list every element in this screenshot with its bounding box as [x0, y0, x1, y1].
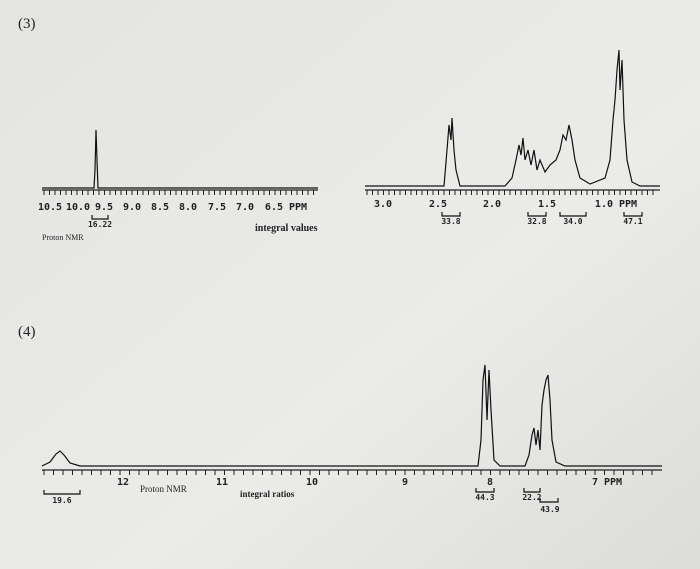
spectrum: [365, 49, 660, 187]
problem-label: (4): [18, 324, 36, 340]
integral-value: 19.6: [52, 496, 71, 505]
integral-value: 16.22: [88, 220, 112, 229]
tick-label: 7.5: [208, 202, 226, 213]
integral-bracket: [43, 488, 559, 503]
tick-label: 3.0: [374, 199, 392, 210]
axis-labels: 12 11 10 9 8 7 PPM 19.6 44.3 22.2 43.9: [52, 477, 622, 514]
tick-label: 2.0: [483, 199, 501, 210]
integral-value: 47.1: [623, 217, 642, 226]
integral-value: 34.0: [563, 217, 582, 226]
integral-bracket: [91, 215, 109, 220]
spectrum: [42, 129, 318, 189]
integral-bracket: [441, 212, 643, 217]
tick-label: 10.5: [38, 202, 62, 213]
tick-marks: [43, 190, 654, 475]
tick-label: 9.5: [95, 202, 113, 213]
tick-label: 6.5 PPM: [265, 202, 307, 213]
caption: integral ratios: [240, 489, 295, 499]
integral-value: 43.9: [540, 505, 559, 514]
tick-label: 1.0 PPM: [595, 199, 637, 210]
tick-label: 12: [117, 477, 129, 488]
tick-label: 9.0: [123, 202, 141, 213]
integral-value: 32.8: [527, 217, 546, 226]
caption: Proton NMR: [42, 233, 84, 242]
tick-label: 1.5: [538, 199, 556, 210]
tick-label: 8.5: [151, 202, 169, 213]
tick-label: 7.0: [236, 202, 254, 213]
tick-label: 10.0: [66, 202, 90, 213]
spectrum: [41, 364, 662, 467]
integral-value: 22.2: [522, 493, 541, 502]
integral-value: 44.3: [475, 493, 494, 502]
caption: Proton NMR: [140, 484, 187, 494]
problem-label: (3): [18, 16, 36, 32]
axis-labels: 10.5 10.0 9.5 9.0 8.5 8.0 7.5 7.0 6.5 PP…: [38, 202, 307, 229]
axis-labels: 3.0 2.5 2.0 1.5 1.0 PPM 33.8 32.8 34.0 4…: [374, 199, 643, 226]
tick-label: 9: [402, 477, 408, 488]
caption: integral values: [255, 223, 318, 234]
tick-label: 2.5: [429, 199, 447, 210]
tick-label: 7 PPM: [592, 477, 622, 488]
tick-label: 8: [487, 477, 493, 488]
tick-label: 10: [306, 477, 318, 488]
integral-value: 33.8: [441, 217, 460, 226]
tick-label: 8.0: [179, 202, 197, 213]
tick-label: 11: [216, 477, 228, 488]
